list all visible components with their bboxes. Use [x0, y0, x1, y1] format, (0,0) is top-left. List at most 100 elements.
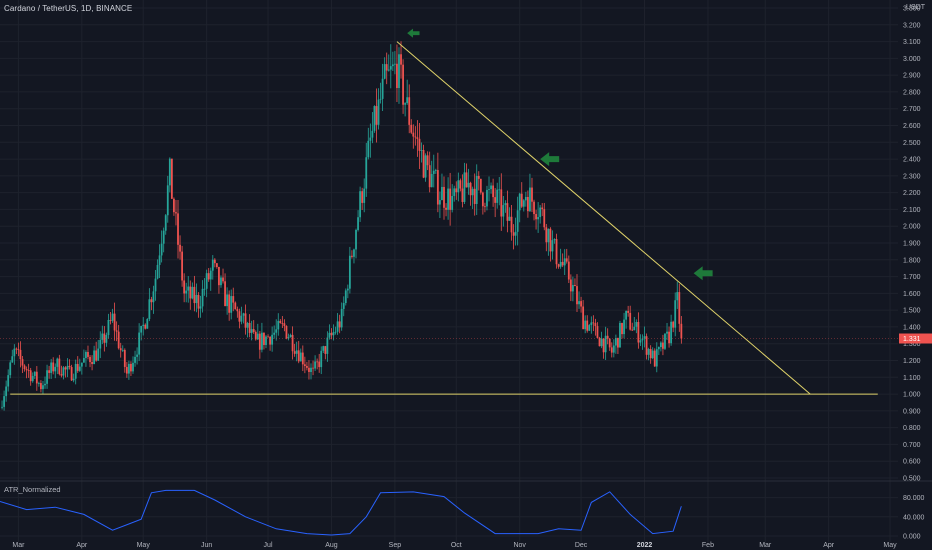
- candle-body: [541, 207, 544, 210]
- candle-body: [596, 326, 599, 338]
- candle-body: [170, 158, 173, 199]
- candle-body: [631, 329, 634, 331]
- candle-body: [324, 346, 327, 354]
- candle-body: [590, 322, 593, 326]
- time-axis-tick-label: Apr: [823, 542, 835, 549]
- candle-body: [119, 348, 122, 351]
- candle-body: [125, 366, 128, 374]
- candle-body: [130, 363, 132, 372]
- candle-body: [115, 330, 118, 332]
- candle-body: [211, 259, 214, 271]
- price-axis-tick-label: 2.200: [903, 190, 921, 197]
- candle-body: [220, 277, 222, 286]
- candle-body: [359, 191, 362, 218]
- candle-body: [430, 173, 433, 188]
- candle-body: [254, 331, 257, 340]
- candle-body: [93, 350, 96, 365]
- time-axis-tick-label: Mar: [759, 542, 772, 549]
- candle-body: [418, 138, 421, 151]
- candle-body: [240, 315, 243, 322]
- candle-body: [136, 354, 138, 357]
- candle-body: [463, 172, 466, 202]
- candle-body: [400, 54, 402, 65]
- last-price-badge: [899, 333, 932, 344]
- candle-body: [576, 286, 578, 305]
- candle-body: [275, 329, 278, 333]
- candle-body: [246, 322, 249, 328]
- candle-body: [588, 325, 591, 331]
- candle-body: [353, 249, 355, 257]
- candle-body: [484, 206, 486, 208]
- candle-body: [647, 348, 650, 355]
- candle-body: [344, 290, 347, 304]
- candle-body: [156, 264, 159, 279]
- candle-body: [610, 347, 613, 353]
- candle-body: [33, 371, 36, 376]
- time-axis-tick-label: Apr: [76, 542, 88, 549]
- candle-body: [330, 332, 333, 336]
- candle-body: [326, 337, 329, 354]
- time-axis-tick-label: 2022: [637, 542, 653, 549]
- indicator-label[interactable]: ATR_Normalized: [4, 485, 61, 494]
- candle-body: [357, 217, 359, 230]
- candle-body: [373, 106, 376, 131]
- candle-body: [584, 320, 587, 330]
- candle-body: [260, 332, 263, 350]
- price-axis-tick-label: 1.900: [903, 241, 921, 248]
- candle-body: [639, 340, 642, 343]
- time-axis-tick-label: May: [137, 542, 151, 549]
- symbol-legend[interactable]: Cardano / TetherUS, 1D, BINANCE: [4, 4, 133, 13]
- candle-body: [152, 291, 155, 303]
- price-axis[interactable]: 0.500 0.600 0.700 0.800 0.900 1.000 1.100 1.200…: [899, 6, 932, 541]
- candle-body: [461, 188, 464, 202]
- time-axis[interactable]: Mar Apr May Jun Jul Aug Sep Oct Nov Dec 2022 Feb Mar…: [12, 542, 897, 549]
- candle-body: [346, 288, 349, 291]
- candle-body: [371, 130, 374, 138]
- price-axis-tick-label: 1.300: [903, 341, 921, 348]
- candle-body: [101, 333, 104, 340]
- candle-body: [289, 334, 292, 338]
- candle-body: [492, 185, 495, 198]
- candle-body: [181, 251, 184, 281]
- candle-body: [103, 333, 106, 343]
- time-axis-tick-label: Mar: [12, 542, 25, 549]
- candle-body: [422, 150, 425, 178]
- candle-body: [676, 292, 679, 301]
- candle-body: [209, 270, 212, 280]
- annotations: [0, 28, 898, 395]
- candle-body: [15, 348, 18, 350]
- candle-body: [150, 299, 153, 303]
- candle-body: [197, 294, 200, 309]
- candle-body: [506, 203, 509, 221]
- time-axis-tick-label: Aug: [325, 542, 338, 549]
- candle-body: [199, 306, 202, 309]
- candle-body: [402, 64, 404, 105]
- time-axis-tick-label: Sep: [389, 542, 402, 549]
- candle-body: [443, 186, 445, 208]
- price-axis-tick-label: 0.500: [903, 476, 921, 483]
- currency-label: USDT: [906, 4, 926, 11]
- candle-body: [74, 363, 77, 379]
- candle-body: [89, 356, 91, 363]
- time-axis-tick-label: Jun: [201, 542, 212, 549]
- candle-body: [453, 188, 456, 196]
- candle-body: [539, 207, 542, 218]
- candle-body: [314, 361, 316, 369]
- candle-body: [680, 323, 683, 339]
- indicator-axis-tick-label: 0.000: [903, 534, 921, 541]
- candle-body: [179, 244, 181, 252]
- candle-body: [105, 335, 108, 343]
- candle-body: [189, 286, 192, 299]
- candle-body: [387, 69, 390, 71]
- candle-body: [385, 64, 388, 71]
- candle-body: [203, 288, 206, 290]
- candle-body: [451, 195, 454, 210]
- candles: [1, 41, 683, 411]
- candle-body: [164, 215, 167, 231]
- green-arrow-icon: [407, 28, 420, 38]
- price-axis-tick-label: 3.200: [903, 22, 921, 29]
- price-axis-tick-label: 3.100: [903, 39, 921, 46]
- candle-body: [287, 337, 290, 339]
- candle-body: [299, 352, 302, 362]
- candle-body: [185, 290, 188, 294]
